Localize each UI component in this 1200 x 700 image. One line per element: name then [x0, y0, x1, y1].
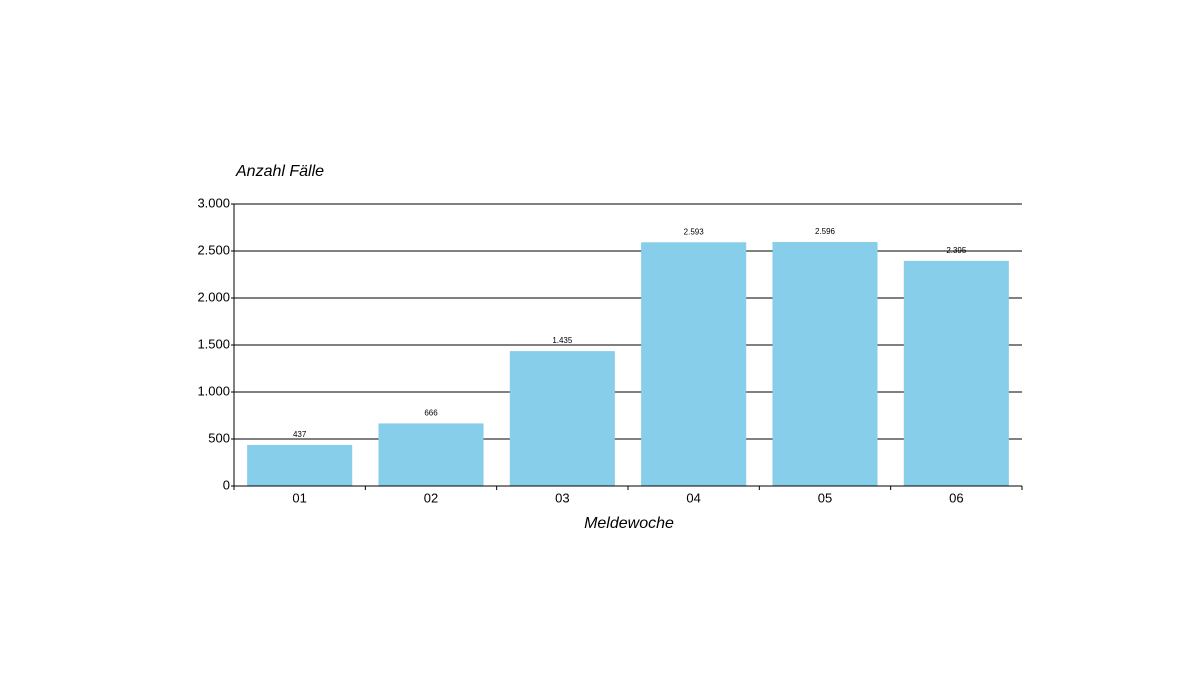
x-axis-title: Meldewoche: [584, 515, 674, 532]
y-tick-label: 500: [208, 430, 230, 445]
y-tick-label: 2.500: [197, 242, 230, 257]
data-label: 2.596: [815, 227, 836, 236]
bar: [509, 351, 615, 486]
bar: [903, 260, 1009, 486]
x-tick-label: 02: [424, 490, 438, 505]
x-tick-label: 06: [949, 490, 963, 505]
data-label: 666: [424, 409, 438, 418]
y-tick-label: 1.000: [197, 383, 230, 398]
y-tick-label: 3.000: [197, 195, 230, 210]
data-label: 2.395: [946, 246, 967, 255]
y-tick-label: 0: [223, 477, 230, 492]
bar: [247, 444, 353, 486]
bar: [772, 241, 878, 486]
x-tick-label: 05: [818, 490, 832, 505]
bar: [641, 242, 747, 486]
x-tick-label: 03: [555, 490, 569, 505]
data-label: 1.435: [552, 336, 573, 345]
data-label: 437: [293, 430, 307, 439]
data-label: 2.593: [684, 227, 705, 236]
bar: [378, 423, 484, 486]
y-axis-title: Anzahl Fälle: [235, 163, 324, 180]
x-tick-label: 04: [686, 490, 700, 505]
x-tick-label: 01: [292, 490, 306, 505]
y-tick-label: 2.000: [197, 289, 230, 304]
y-tick-label: 1.500: [197, 336, 230, 351]
